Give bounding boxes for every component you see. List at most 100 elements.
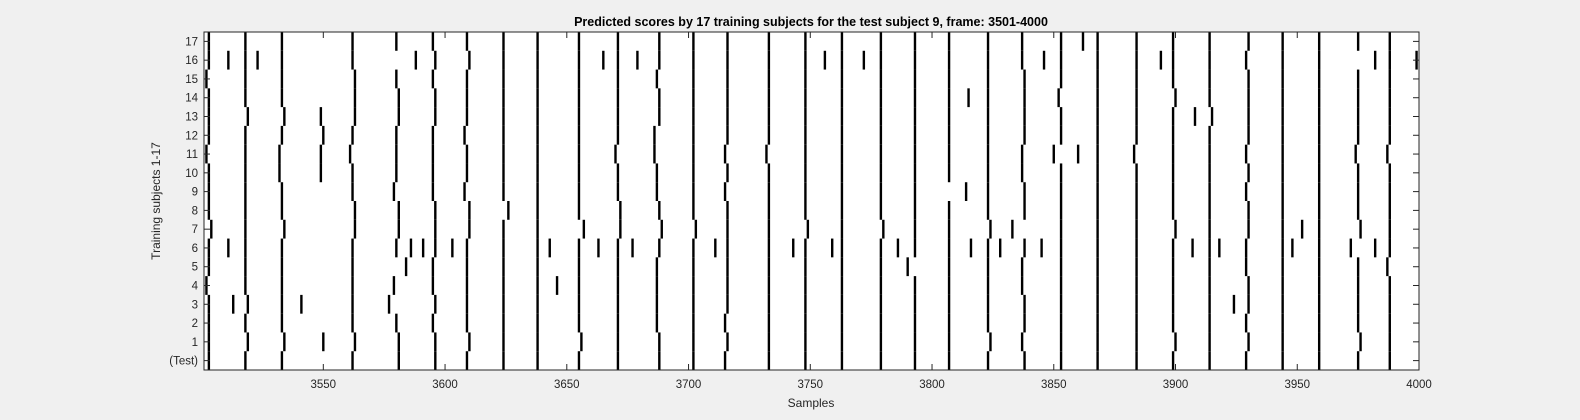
event-mark	[767, 125, 771, 145]
event-mark	[658, 332, 661, 352]
event-mark	[879, 294, 883, 314]
event-mark	[1135, 313, 1138, 333]
event-mark	[280, 257, 284, 277]
event-mark	[840, 32, 844, 51]
event-mark	[502, 238, 505, 258]
event-mark	[989, 332, 992, 352]
event-mark	[244, 257, 247, 277]
event-mark	[913, 107, 917, 126]
event-mark	[434, 88, 437, 108]
event-mark	[577, 351, 581, 370]
event-mark	[804, 351, 807, 370]
event-mark	[465, 144, 469, 164]
event-mark	[351, 125, 354, 145]
y-tick-label: 16	[185, 55, 198, 67]
event-mark	[465, 351, 469, 370]
event-mark	[465, 313, 469, 333]
event-mark	[502, 88, 505, 108]
event-mark	[502, 107, 505, 126]
event-mark	[319, 144, 323, 164]
x-tick-label: 3900	[1163, 379, 1189, 391]
y-tick-label: 17	[185, 36, 198, 48]
event-mark	[278, 144, 281, 164]
event-mark	[840, 163, 844, 183]
event-mark	[1171, 144, 1175, 164]
event-mark	[1020, 276, 1024, 295]
event-mark	[1171, 351, 1175, 370]
y-tick-label: 6	[192, 243, 198, 255]
event-mark	[1174, 219, 1177, 239]
event-mark	[536, 219, 539, 239]
event-mark	[692, 351, 695, 370]
y-tick-label: 13	[185, 112, 198, 124]
event-mark	[1171, 163, 1175, 183]
event-mark	[465, 163, 469, 183]
event-mark	[879, 107, 883, 126]
event-mark	[1208, 163, 1211, 183]
event-mark	[1023, 107, 1026, 126]
event-mark	[1281, 107, 1284, 126]
event-mark	[616, 69, 620, 89]
event-mark	[947, 294, 951, 314]
event-mark	[283, 107, 286, 126]
event-mark	[767, 50, 771, 70]
event-mark	[947, 332, 951, 352]
event-mark	[463, 182, 466, 201]
event-mark	[655, 182, 659, 201]
event-mark	[804, 88, 807, 108]
event-mark	[322, 332, 325, 352]
x-tick-label: 3650	[554, 379, 580, 391]
event-mark	[227, 238, 230, 258]
event-mark	[1359, 332, 1362, 352]
event-mark	[631, 238, 634, 258]
event-mark	[536, 257, 539, 277]
event-mark	[1135, 69, 1138, 89]
event-mark	[1291, 238, 1294, 258]
event-mark	[692, 88, 695, 108]
event-mark	[1388, 50, 1391, 70]
event-mark	[1076, 144, 1080, 164]
event-mark	[692, 332, 695, 352]
event-mark	[614, 144, 617, 164]
event-mark	[1096, 163, 1099, 183]
event-mark	[431, 182, 435, 201]
event-mark	[1317, 219, 1321, 239]
event-mark	[397, 107, 400, 126]
event-mark	[244, 182, 247, 201]
event-mark	[767, 32, 771, 51]
event-mark	[1096, 276, 1099, 295]
event-mark	[1171, 50, 1175, 70]
event-mark	[1244, 257, 1248, 277]
event-mark	[1171, 238, 1175, 258]
event-mark	[804, 313, 807, 333]
event-mark	[913, 332, 917, 352]
event-mark	[351, 182, 354, 201]
event-mark	[397, 332, 400, 352]
event-mark	[536, 294, 539, 314]
event-mark	[577, 313, 581, 333]
event-mark	[913, 182, 917, 201]
event-mark	[792, 238, 795, 258]
event-mark	[913, 163, 917, 183]
y-tick-label: 9	[192, 187, 198, 199]
event-mark	[431, 313, 435, 333]
event-mark	[244, 88, 247, 108]
event-mark	[577, 201, 581, 220]
event-mark	[723, 182, 727, 201]
event-mark	[1059, 69, 1063, 89]
event-mark	[536, 332, 539, 352]
event-mark	[577, 276, 581, 295]
event-mark	[577, 125, 581, 145]
event-mark	[1208, 50, 1211, 70]
event-mark	[1023, 313, 1026, 333]
event-mark	[1171, 107, 1175, 126]
event-mark	[1096, 332, 1099, 352]
event-mark	[1040, 238, 1043, 258]
event-mark	[906, 257, 909, 277]
event-mark	[840, 88, 844, 108]
event-mark	[1281, 88, 1284, 108]
event-mark	[947, 201, 951, 220]
event-mark	[577, 182, 581, 201]
event-mark	[1281, 238, 1284, 258]
